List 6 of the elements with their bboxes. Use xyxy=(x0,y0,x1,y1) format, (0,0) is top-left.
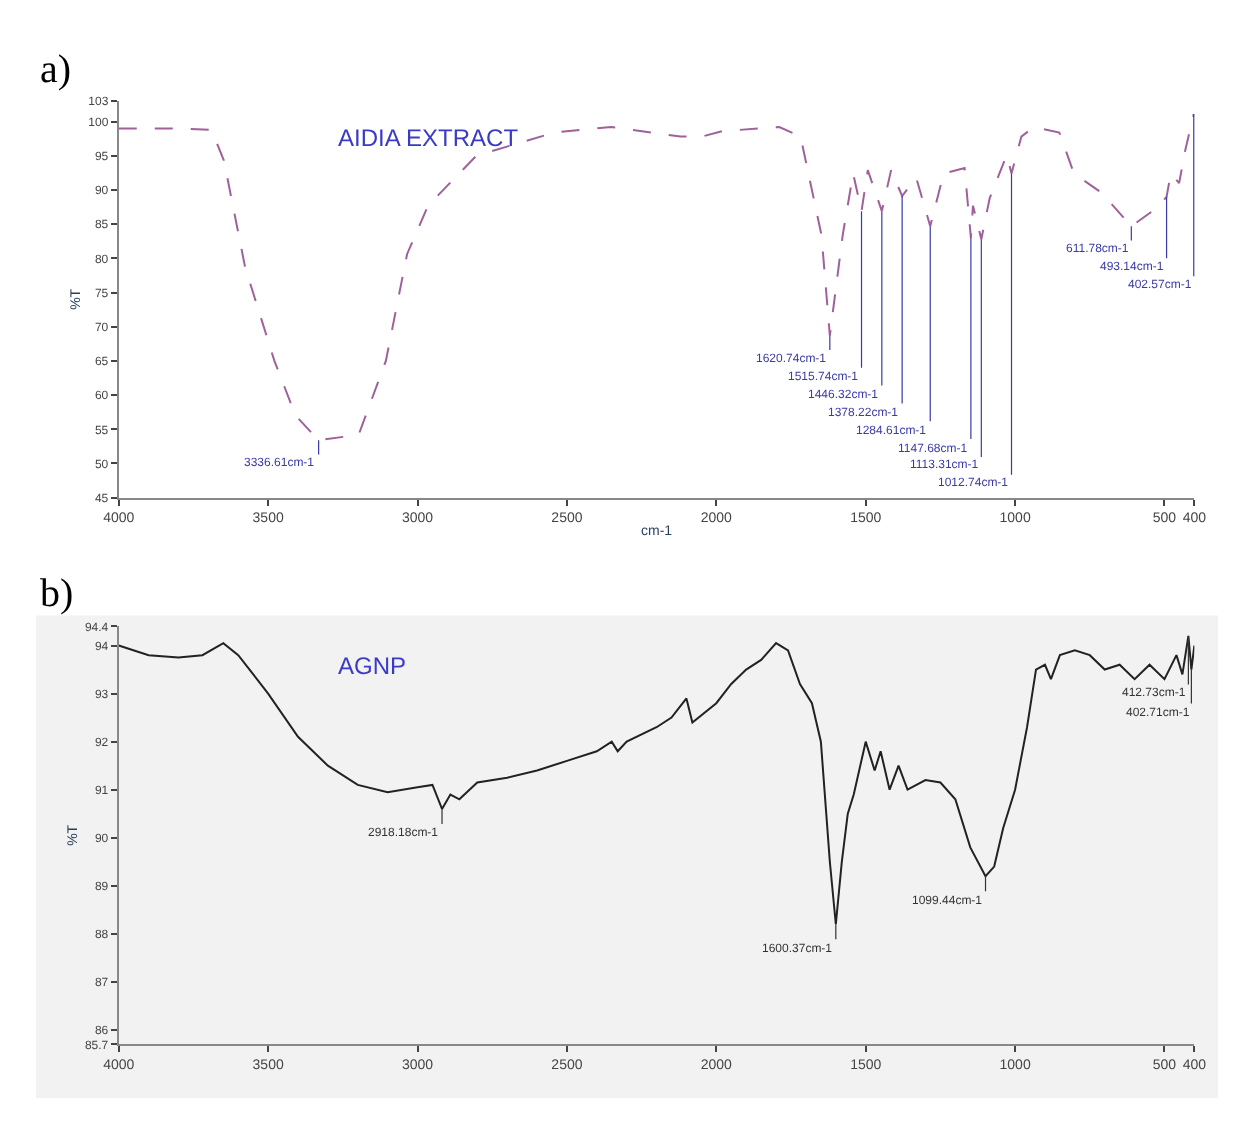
line-series xyxy=(118,113,1195,442)
chart-title: b) xyxy=(40,572,74,616)
annotation: AGNP xyxy=(338,652,407,680)
annotation: AIDIA EXTRACT xyxy=(338,124,520,152)
chart-title: a) xyxy=(40,48,72,92)
line-series xyxy=(118,634,1195,926)
